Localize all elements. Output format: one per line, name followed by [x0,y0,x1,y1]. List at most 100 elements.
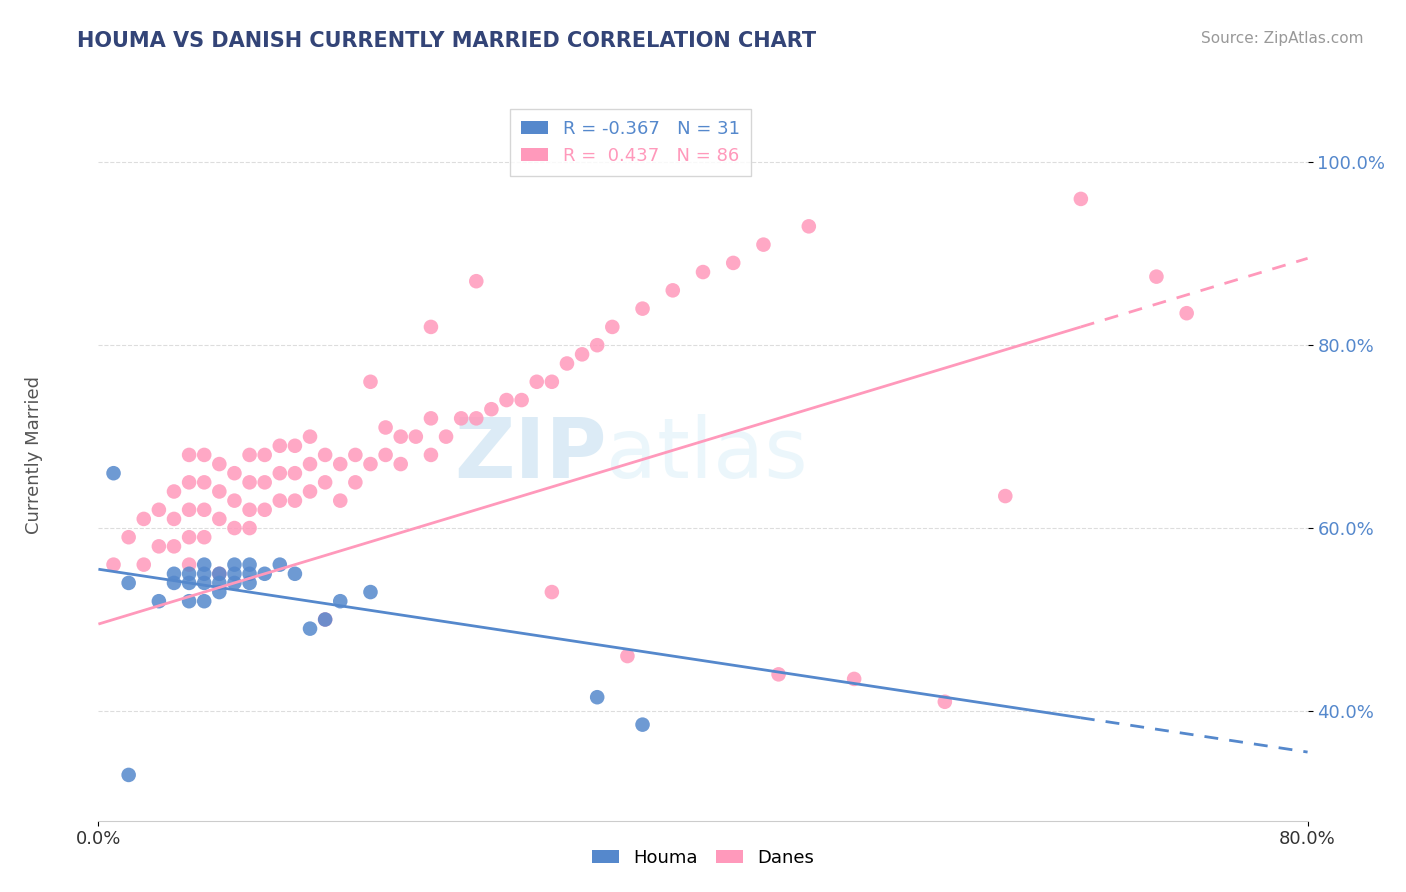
Point [586,338,609,352]
Point [208,484,231,499]
Point [360,585,382,599]
Text: atlas: atlas [606,415,808,495]
Point [208,457,231,471]
Point [299,457,322,471]
Point [118,768,141,782]
Point [118,530,141,544]
Point [224,521,246,535]
Point [434,430,457,444]
Point [555,356,578,371]
Point [193,594,215,608]
Point [844,672,866,686]
Point [239,576,262,591]
Point [224,466,246,480]
Point [193,530,215,544]
Point [284,493,307,508]
Point [132,558,155,572]
Point [163,539,186,553]
Point [269,493,291,508]
Point [631,301,654,316]
Point [420,448,443,462]
Point [299,430,322,444]
Point [253,448,276,462]
Point [602,320,624,334]
Point [103,558,125,572]
Point [179,576,201,591]
Point [1070,192,1092,206]
Point [224,493,246,508]
Point [631,717,654,731]
Point [540,585,562,599]
Point [329,493,352,508]
Point [299,484,322,499]
Point [163,566,186,581]
Point [360,457,382,471]
Point [465,274,488,288]
Point [179,475,201,490]
Point [934,695,956,709]
Point [299,622,322,636]
Point [314,613,336,627]
Point [163,512,186,526]
Point [193,558,215,572]
Text: HOUMA VS DANISH CURRENTLY MARRIED CORRELATION CHART: HOUMA VS DANISH CURRENTLY MARRIED CORREL… [77,31,817,51]
Point [692,265,714,279]
Point [450,411,472,425]
Point [495,393,517,408]
Point [224,558,246,572]
Point [269,439,291,453]
Legend: R = -0.367   N = 31, R =  0.437   N = 86: R = -0.367 N = 31, R = 0.437 N = 86 [510,109,751,176]
Point [314,613,336,627]
Point [179,566,201,581]
Point [994,489,1017,503]
Point [193,576,215,591]
Point [1144,269,1167,284]
Point [253,503,276,517]
Point [208,566,231,581]
Point [284,566,307,581]
Point [239,448,262,462]
Point [239,558,262,572]
Legend: Houma, Danes: Houma, Danes [585,842,821,874]
Point [132,512,155,526]
Point [193,448,215,462]
Point [179,530,201,544]
Point [148,594,170,608]
Point [103,466,125,480]
Point [148,539,170,553]
Point [723,256,745,270]
Point [224,566,246,581]
Point [224,576,246,591]
Point [253,566,276,581]
Point [179,558,201,572]
Point [329,457,352,471]
Point [1175,306,1198,320]
Point [540,375,562,389]
Point [148,503,170,517]
Point [284,439,307,453]
Point [420,320,443,334]
Point [465,411,488,425]
Point [360,375,382,389]
Point [329,594,352,608]
Point [797,219,820,234]
Point [239,503,262,517]
Point [661,284,683,298]
Point [571,347,593,361]
Point [269,466,291,480]
Point [208,585,231,599]
Point [510,393,533,408]
Point [586,690,609,705]
Point [420,411,443,425]
Point [616,649,638,664]
Point [239,521,262,535]
Point [193,475,215,490]
Point [208,576,231,591]
Text: Source: ZipAtlas.com: Source: ZipAtlas.com [1201,31,1364,46]
Point [239,566,262,581]
Point [314,448,336,462]
Point [374,420,396,434]
Point [389,457,412,471]
Point [481,402,503,417]
Point [239,475,262,490]
